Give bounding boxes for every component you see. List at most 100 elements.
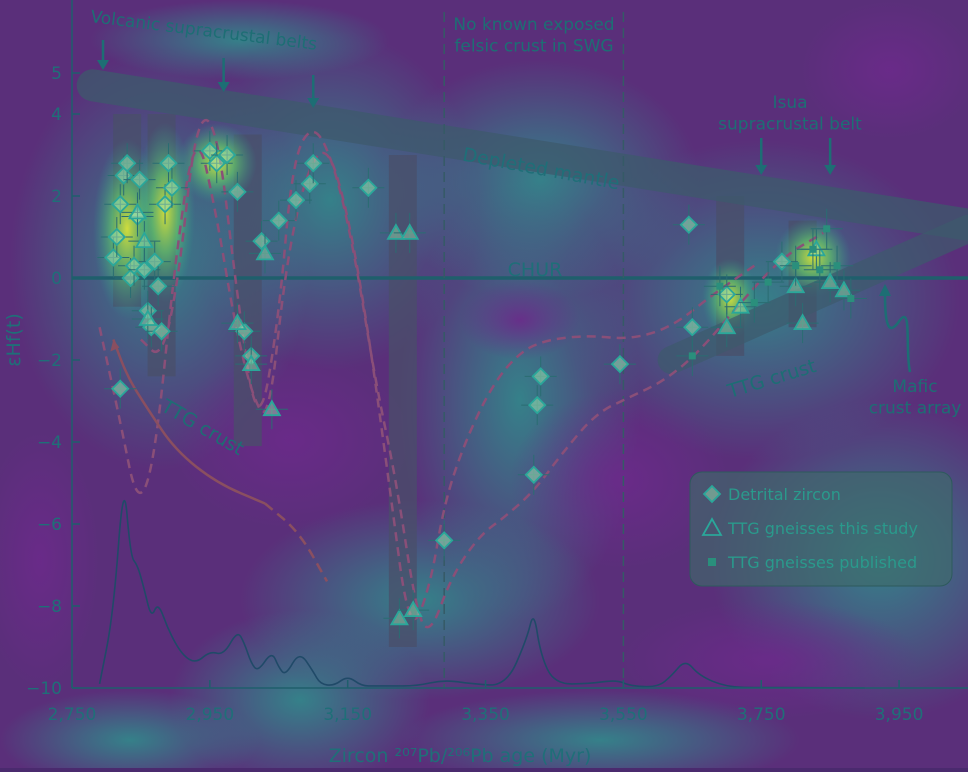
heat-blob xyxy=(510,390,730,570)
ttg-published-point xyxy=(792,262,800,270)
legend-label: TTG gneisses this study xyxy=(727,519,918,538)
detrital-zircon-point xyxy=(300,174,320,193)
mafic-arrow-head xyxy=(879,284,891,296)
y-tick-label: 0 xyxy=(51,269,62,289)
ttg-left-curve xyxy=(112,339,266,505)
y-tick-label: 5 xyxy=(51,64,62,84)
isua-arrow-head xyxy=(824,165,837,175)
legend: Detrital zircon TTG gneisses this study TT… xyxy=(689,471,953,587)
mafic-array-band xyxy=(657,214,968,374)
ttg-published-point xyxy=(809,245,817,253)
ttg-this-study-point xyxy=(134,231,154,248)
detrital-zircon-point xyxy=(117,153,137,173)
annotation-line: crust array xyxy=(869,398,962,418)
y-axis-label: εHf(t) xyxy=(3,313,25,367)
x-tick-label: 3,350 xyxy=(461,705,510,725)
annotation-line: felsic crust in SWG xyxy=(454,36,613,56)
detrital-zircon-point xyxy=(159,153,178,173)
detrital-zircon-point xyxy=(717,285,737,304)
detrital-zircon-point xyxy=(121,268,140,288)
y-tick-label: 4 xyxy=(51,105,62,125)
detrital-zircon-point xyxy=(524,465,544,485)
annotation-isua: Isua supracrustal belt xyxy=(718,93,862,134)
detrital-zircon-point xyxy=(107,227,127,247)
detrital-zircon-point xyxy=(683,317,702,337)
detrital-zircon-point xyxy=(145,252,164,271)
legend-box xyxy=(689,471,953,587)
y-tick-label: −2 xyxy=(37,351,62,371)
x-tick-label: 3,750 xyxy=(737,705,786,725)
envelope-curve xyxy=(98,148,756,620)
ttg-this-study-point xyxy=(731,296,751,314)
annotation-line: No known exposed xyxy=(453,15,614,35)
detrital-zircon-point xyxy=(531,367,550,386)
annotation-line: Isua xyxy=(772,93,807,113)
ttg-this-study-point xyxy=(138,309,158,326)
annotation-nocrust: No known exposed felsic crust in SWG xyxy=(453,15,614,56)
heat-blob xyxy=(800,0,968,140)
detrital-zircon-point xyxy=(155,194,175,214)
x-tick-label: 3,950 xyxy=(875,705,924,725)
ttg-this-study-point xyxy=(403,600,423,617)
ttg-this-study-point xyxy=(820,272,840,289)
detrital-zircon-point xyxy=(359,178,378,198)
ttg-published-point xyxy=(716,282,724,290)
ttg-this-study-point xyxy=(262,399,282,417)
isua-arrow-head xyxy=(755,165,768,175)
annotation-mafic: Mafic crust array xyxy=(869,377,962,418)
heat-blob xyxy=(460,280,580,360)
x-tick-label: 3,550 xyxy=(599,705,648,725)
detrital-zircon-point xyxy=(207,153,227,173)
heat-blob xyxy=(170,350,410,530)
ttg-published-point xyxy=(847,295,855,302)
y-tick-label: −6 xyxy=(37,515,62,535)
envelope-curve xyxy=(140,118,824,629)
detrital-zircon-point xyxy=(152,322,171,341)
legend-marker-diamond xyxy=(702,484,722,504)
y-tick-label: −4 xyxy=(37,433,62,453)
ttg-published-point xyxy=(764,278,772,286)
legend-label: Detrital zircon xyxy=(728,485,841,504)
annotation-line: Mafic xyxy=(892,377,937,397)
ttg-published-point xyxy=(750,299,758,307)
heat-blob xyxy=(620,600,920,720)
detrital-zircon-point xyxy=(527,395,547,415)
chur-label: CHUR xyxy=(508,259,563,281)
detrital-zircon-point xyxy=(303,153,323,173)
legend-marker-triangle xyxy=(701,517,723,536)
detrital-zircon-point xyxy=(679,215,699,234)
detrital-zircon-point xyxy=(286,190,306,210)
heat-blob xyxy=(90,0,390,80)
ttg-this-study-point xyxy=(255,243,275,261)
ttg-published-point xyxy=(688,352,696,360)
detrital-zircon-point xyxy=(148,276,168,296)
detrital-zircon-point xyxy=(162,178,182,198)
heat-blob xyxy=(0,430,100,690)
y-tick-label: −8 xyxy=(37,597,62,617)
ttg-published-point xyxy=(833,262,841,270)
ttg-this-study-point xyxy=(227,313,247,330)
volcanic-arrow-head xyxy=(97,60,110,70)
detrital-zircon-point xyxy=(104,248,123,267)
detrital-zircon-point xyxy=(217,145,237,165)
detrital-zircon-point xyxy=(269,211,289,230)
x-tick-label: 2,950 xyxy=(186,705,235,725)
volcanic-arrow-head xyxy=(307,98,320,108)
ttg-left-curve-dashed xyxy=(264,502,329,583)
legend-label: TTG gneisses published xyxy=(727,553,917,572)
heat-blob xyxy=(170,610,430,772)
detrital-zircon-point xyxy=(135,260,154,280)
depleted-mantle-band xyxy=(76,69,968,241)
volcanic-arrow-head xyxy=(217,82,230,92)
mafic-arrow xyxy=(883,294,912,373)
ttg-this-study-point xyxy=(127,202,148,220)
detrital-zircon-point xyxy=(610,354,630,374)
ttg-published-point xyxy=(816,266,824,274)
detrital-zircon-point xyxy=(434,531,454,550)
legend-marker-square xyxy=(708,558,716,566)
density-curve xyxy=(98,499,865,689)
detrital-zircon-point xyxy=(772,252,792,271)
ttg-published-point xyxy=(823,225,831,233)
plot-area: 2,750 2,950 3,150 3,350 3,550 3,750 3,950 −10 −8… xyxy=(26,0,968,725)
